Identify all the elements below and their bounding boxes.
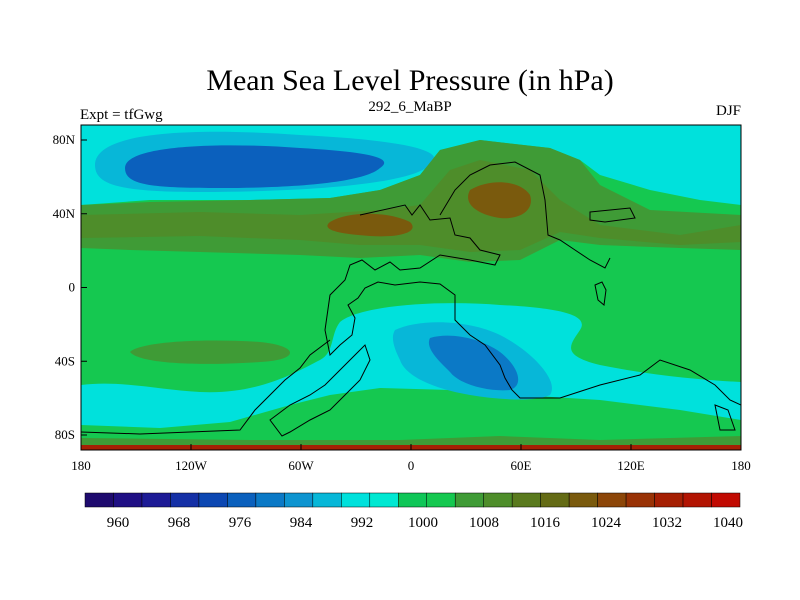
colorbar-label: 1040 (713, 515, 743, 531)
colorbar-swatch (426, 492, 456, 508)
colorbar-swatch (654, 492, 684, 508)
colorbar-swatch (227, 492, 257, 508)
colorbar-swatch (113, 492, 143, 508)
contour-field (81, 125, 741, 450)
coastline-island (594, 281, 607, 306)
colorbar-swatch (312, 492, 342, 508)
x-tick-label: 120W (175, 458, 208, 473)
coastline-africa-like (269, 344, 371, 437)
colorbar-swatch (568, 492, 598, 508)
center-string: 292_6_MaBP (368, 99, 451, 115)
colorbar-swatch (141, 492, 171, 508)
coastline-arc (81, 339, 331, 435)
figure-title: Mean Sea Level Pressure (in hPa) (206, 64, 613, 97)
colorbar-label: 984 (290, 515, 313, 531)
contour-band-1008-south (81, 388, 741, 450)
contour-band-1016-south (130, 340, 290, 364)
x-tick-label: 120E (617, 458, 645, 473)
x-tick-label: 180 (71, 458, 91, 473)
x-tick-label: 60W (288, 458, 314, 473)
colorbar: 960 968 976 984 992 1000 1008 1016 1024 1032 1040 (84, 492, 743, 531)
coastline-americas (324, 204, 741, 406)
colorbar-label: 1024 (591, 515, 622, 531)
colorbar-label: 960 (107, 515, 130, 531)
colorbar-swatch (483, 492, 513, 508)
colorbar-swatch (341, 492, 371, 508)
contour-band-984-north (125, 145, 385, 188)
y-tick-label: 80S (55, 427, 75, 442)
colorbar-swatch (369, 492, 399, 508)
colorbar-label: 1016 (530, 515, 561, 531)
colorbar-label: 976 (229, 515, 252, 531)
colorbar-swatch (84, 492, 114, 508)
contour-band-984-south (428, 335, 519, 391)
y-tick-label: 80N (53, 132, 76, 147)
colorbar-swatch (625, 492, 655, 508)
colorbar-swatch (170, 492, 200, 508)
x-axis: 180 120W 60W 0 60E 120E 180 (71, 444, 751, 473)
colorbar-label: 1000 (408, 515, 438, 531)
x-tick-label: 0 (408, 458, 415, 473)
right-string: DJF (716, 103, 741, 119)
colorbar-label: 1032 (652, 515, 682, 531)
colorbar-swatch (284, 492, 314, 508)
y-tick-label: 40N (53, 206, 76, 221)
y-tick-label: 40S (55, 353, 75, 368)
y-tick-label: 0 (69, 280, 76, 295)
colorbar-swatch (511, 492, 541, 508)
coastline-se (714, 404, 736, 431)
colorbar-swatch (255, 492, 285, 508)
x-tick-label: 180 (731, 458, 751, 473)
left-string: Expt = tfGwg (80, 107, 163, 123)
colorbar-swatch (540, 492, 570, 508)
colorbar-label: 968 (168, 515, 191, 531)
colorbar-swatch (198, 492, 228, 508)
y-axis: 80N 40N 0 40S 80S (53, 132, 87, 442)
colorbar-label: 1008 (469, 515, 499, 531)
colorbar-swatch (682, 492, 712, 508)
contour-band-1024 (327, 182, 531, 237)
colorbar-swatch (597, 492, 627, 508)
coastlines (81, 161, 741, 437)
colorbar-swatch (454, 492, 484, 508)
x-tick-label: 60E (511, 458, 532, 473)
colorbar-label: 992 (351, 515, 374, 531)
contour-band-1016-darker (81, 160, 741, 252)
colorbar-swatch (711, 492, 741, 508)
colorbar-swatch (398, 492, 427, 508)
coastline-eurasia (439, 161, 611, 269)
coastline-ne (589, 207, 636, 223)
